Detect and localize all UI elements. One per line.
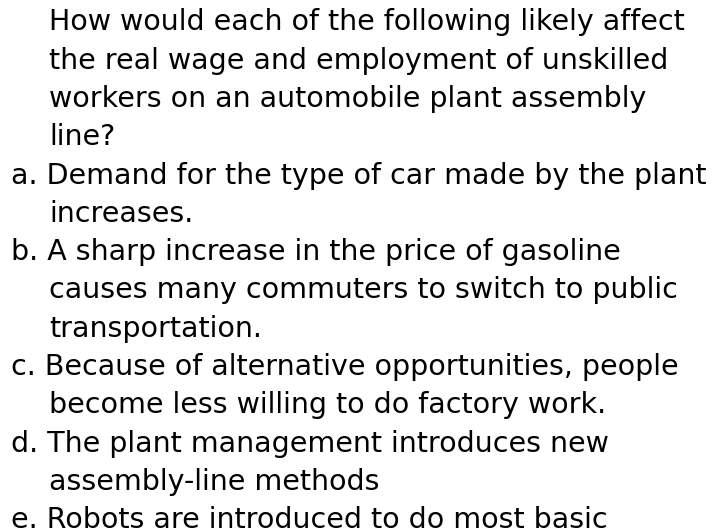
Text: e. Robots are introduced to do most basic: e. Robots are introduced to do most basi… (11, 506, 608, 532)
Text: become less willing to do factory work.: become less willing to do factory work. (49, 392, 606, 419)
Text: causes many commuters to switch to public: causes many commuters to switch to publi… (49, 277, 678, 304)
Text: How would each of the following likely affect: How would each of the following likely a… (49, 9, 685, 36)
Text: c. Because of alternative opportunities, people: c. Because of alternative opportunities,… (11, 353, 678, 381)
Text: the real wage and employment of unskilled: the real wage and employment of unskille… (49, 47, 668, 74)
Text: a. Demand for the type of car made by the plant: a. Demand for the type of car made by th… (11, 162, 706, 189)
Text: assembly-line methods: assembly-line methods (49, 468, 379, 496)
Text: line?: line? (49, 123, 115, 151)
Text: transportation.: transportation. (49, 315, 262, 343)
Text: b. A sharp increase in the price of gasoline: b. A sharp increase in the price of gaso… (11, 238, 621, 266)
Text: increases.: increases. (49, 200, 194, 228)
Text: workers on an automobile plant assembly: workers on an automobile plant assembly (49, 85, 647, 113)
Text: d. The plant management introduces new: d. The plant management introduces new (11, 430, 608, 458)
